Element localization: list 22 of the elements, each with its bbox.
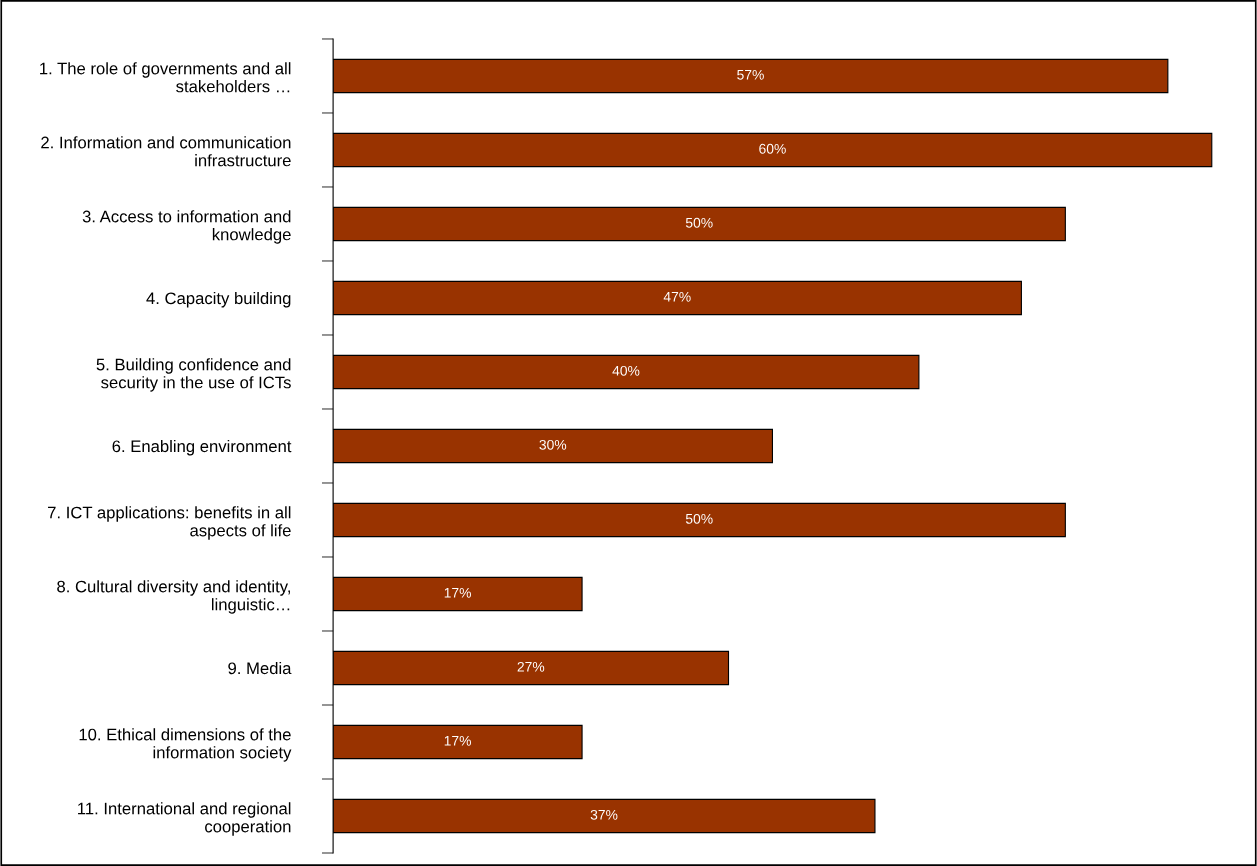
y-tick-label: 3. Access to information and knowledge: [82, 210, 291, 244]
data-label: 47%: [663, 291, 691, 302]
data-label: 57%: [737, 69, 764, 80]
data-label: 50%: [685, 513, 713, 524]
data-label: 17%: [444, 735, 471, 746]
y-tick-label: 2. Information and communication infrastructure: [41, 136, 291, 167]
y-tick-label: 6. Enabling environment: [112, 439, 292, 456]
y-tick-label: 1. The role of governments and all stakeholders …: [40, 62, 291, 93]
data-label: 40%: [612, 365, 640, 376]
data-label: 27%: [517, 661, 545, 672]
y-tick-label: 10. Ethical dimensions of the information society: [79, 728, 292, 762]
data-label: 50%: [685, 217, 713, 228]
data-label: 37%: [590, 809, 618, 820]
data-label: 17%: [444, 587, 471, 598]
y-tick-label: 7. ICT applications: benefits in all aspects of life: [48, 506, 291, 540]
y-tick-label: 8. Cultural diversity and identity, linguistic…: [57, 580, 290, 614]
y-tick-label: 4. Capacity building: [146, 291, 291, 308]
y-tick-label: 11. International and regional cooperation: [78, 802, 291, 836]
data-label: 30%: [539, 439, 567, 450]
y-tick-label: 5. Building confidence and security in the use of ICTs: [96, 358, 291, 392]
y-tick-label: 9. Media: [228, 661, 292, 675]
data-label: 60%: [759, 143, 786, 154]
